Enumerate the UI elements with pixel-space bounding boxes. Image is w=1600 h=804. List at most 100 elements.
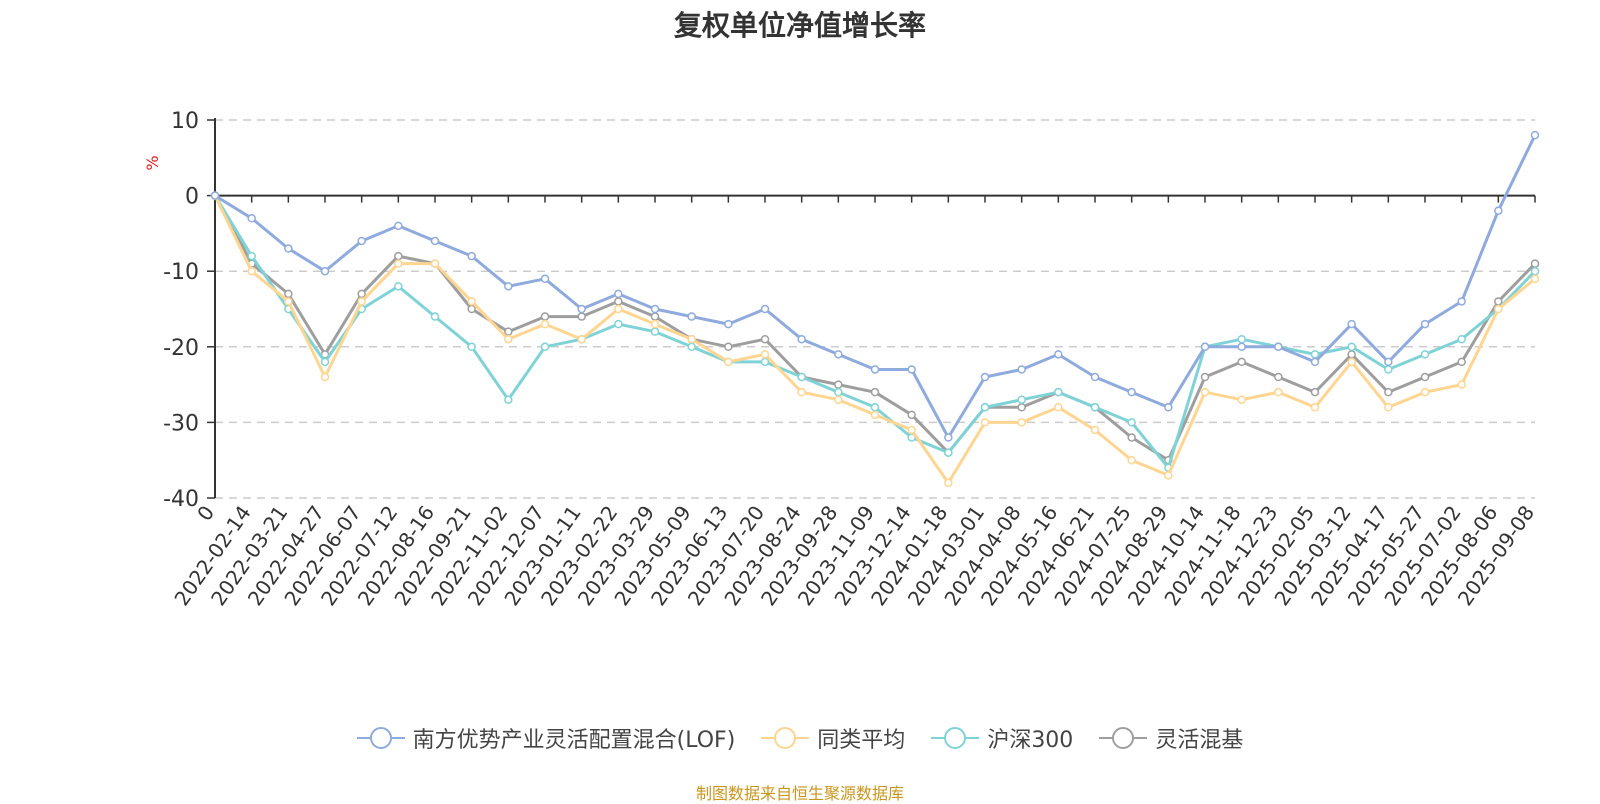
legend-label-csi300: 沪深300 (987, 728, 1074, 753)
series-2-point (504, 395, 513, 404)
series-2-point (247, 251, 256, 261)
series-3-point (1530, 259, 1540, 268)
series-0-point (1347, 319, 1356, 329)
series-0-point (944, 433, 953, 442)
series-1-point (1457, 380, 1466, 389)
series-1-point (1494, 304, 1503, 314)
series-1-point (797, 387, 806, 397)
series-1-point (430, 259, 440, 268)
series-line-2 (213, 194, 1537, 470)
series-3-point (1494, 297, 1503, 306)
series-0-point (320, 266, 330, 276)
series-1-point (687, 334, 696, 344)
series-0-point (1530, 130, 1540, 140)
series-1-point (614, 304, 623, 314)
series-3-point (284, 289, 293, 299)
series-1-point (1017, 418, 1026, 427)
series-0-point (687, 312, 696, 321)
series-3-point (724, 342, 733, 352)
series-1-point (1090, 425, 1100, 435)
series-2-point (870, 403, 880, 412)
y-tick-label: -30 (163, 411, 199, 436)
series-0-point (1200, 342, 1210, 352)
series-3-point (1420, 372, 1430, 382)
legend-label-fund: 南方优势产业灵活配置混合(LOF) (412, 728, 736, 753)
series-1-point (394, 259, 403, 268)
series-1-point (247, 266, 256, 276)
series-3-point (1237, 357, 1246, 367)
x-tick-label: 0 (192, 501, 219, 525)
series-3-point (1457, 357, 1466, 367)
legend: 南方优势产业灵活配置混合(LOF) 同类平均 沪深300 灵活混基 (0, 722, 1600, 754)
legend-item-csi300[interactable]: 沪深300 (931, 722, 1073, 754)
series-0-point (614, 289, 623, 299)
series-1-point (320, 372, 330, 382)
series-2-point (1237, 334, 1246, 344)
series-2-point (834, 387, 843, 397)
series-1-point (1237, 395, 1246, 404)
y-tick-label: 10 (171, 109, 199, 134)
series-3-point (1347, 350, 1356, 359)
series-2-point (320, 357, 330, 367)
legend-item-fund[interactable]: 南方优势产业灵活配置混合(LOF) (356, 722, 736, 754)
series-1-point (760, 350, 770, 359)
series-0-point (1237, 342, 1246, 352)
legend-item-flexible-mixed[interactable]: 灵活混基 (1099, 722, 1243, 754)
series-3-point (870, 387, 880, 397)
legend-item-category-average[interactable]: 同类平均 (761, 722, 905, 754)
series-0-point (1164, 403, 1173, 412)
series-2-point (1457, 334, 1466, 344)
series-0-point (724, 319, 733, 329)
series-2-point (467, 342, 476, 352)
series-0-point (577, 304, 586, 314)
y-axis-label: % (143, 155, 162, 170)
series-3-point (1274, 372, 1283, 382)
series-1-point (1274, 387, 1283, 397)
series-2-point (944, 448, 953, 457)
line-chart: 100-10-20-30-40%02022-02-142022-03-21202… (143, 109, 1540, 610)
series-3-point (1200, 372, 1210, 382)
series-1-point (1164, 471, 1173, 480)
y-tick-label: -40 (163, 487, 199, 512)
series-1-point (980, 418, 990, 427)
legend-swatch-flexible-mixed (1099, 727, 1148, 749)
series-2-point (1090, 403, 1100, 412)
series-1-point (1347, 357, 1356, 367)
series-1-point (540, 319, 550, 329)
series-1-point (724, 357, 733, 367)
series-1-point (1310, 403, 1320, 412)
series-0-point (650, 304, 660, 314)
series-2-point (797, 372, 806, 382)
series-0-point (834, 350, 843, 359)
series-1-point (650, 319, 660, 329)
series-1-point (357, 297, 366, 306)
series-0-point (467, 251, 476, 261)
series-2-point (1347, 342, 1356, 352)
series-0-point (1457, 297, 1466, 306)
series-1-point (1054, 403, 1063, 412)
series-1-point (1530, 274, 1540, 284)
series-3-point (467, 304, 476, 314)
series-0-point (1384, 357, 1393, 367)
series-0-point (760, 304, 770, 314)
series-0-point (907, 365, 916, 374)
chart-title: 复权单位净值增长率 (673, 9, 926, 42)
legend-swatch-category-average (761, 727, 810, 749)
series-3-point (504, 327, 513, 336)
series-0-point (1054, 350, 1063, 359)
data-source-note: 制图数据来自恒生聚源数据库 (695, 784, 904, 803)
series-2-point (1017, 395, 1026, 404)
series-0-point (1090, 372, 1100, 382)
series-3-point (1017, 403, 1026, 412)
series-2-point (980, 403, 990, 412)
series-0-point (210, 191, 220, 200)
series-3-point (540, 312, 550, 321)
series-0-point (1494, 206, 1503, 215)
series-0-point (357, 236, 366, 246)
series-3-point (1127, 433, 1136, 442)
series-3-point (760, 334, 770, 344)
series-1-point (1200, 387, 1210, 397)
series-2-point (1310, 350, 1320, 359)
series-2-point (1530, 266, 1540, 276)
series-1-point (944, 478, 953, 488)
